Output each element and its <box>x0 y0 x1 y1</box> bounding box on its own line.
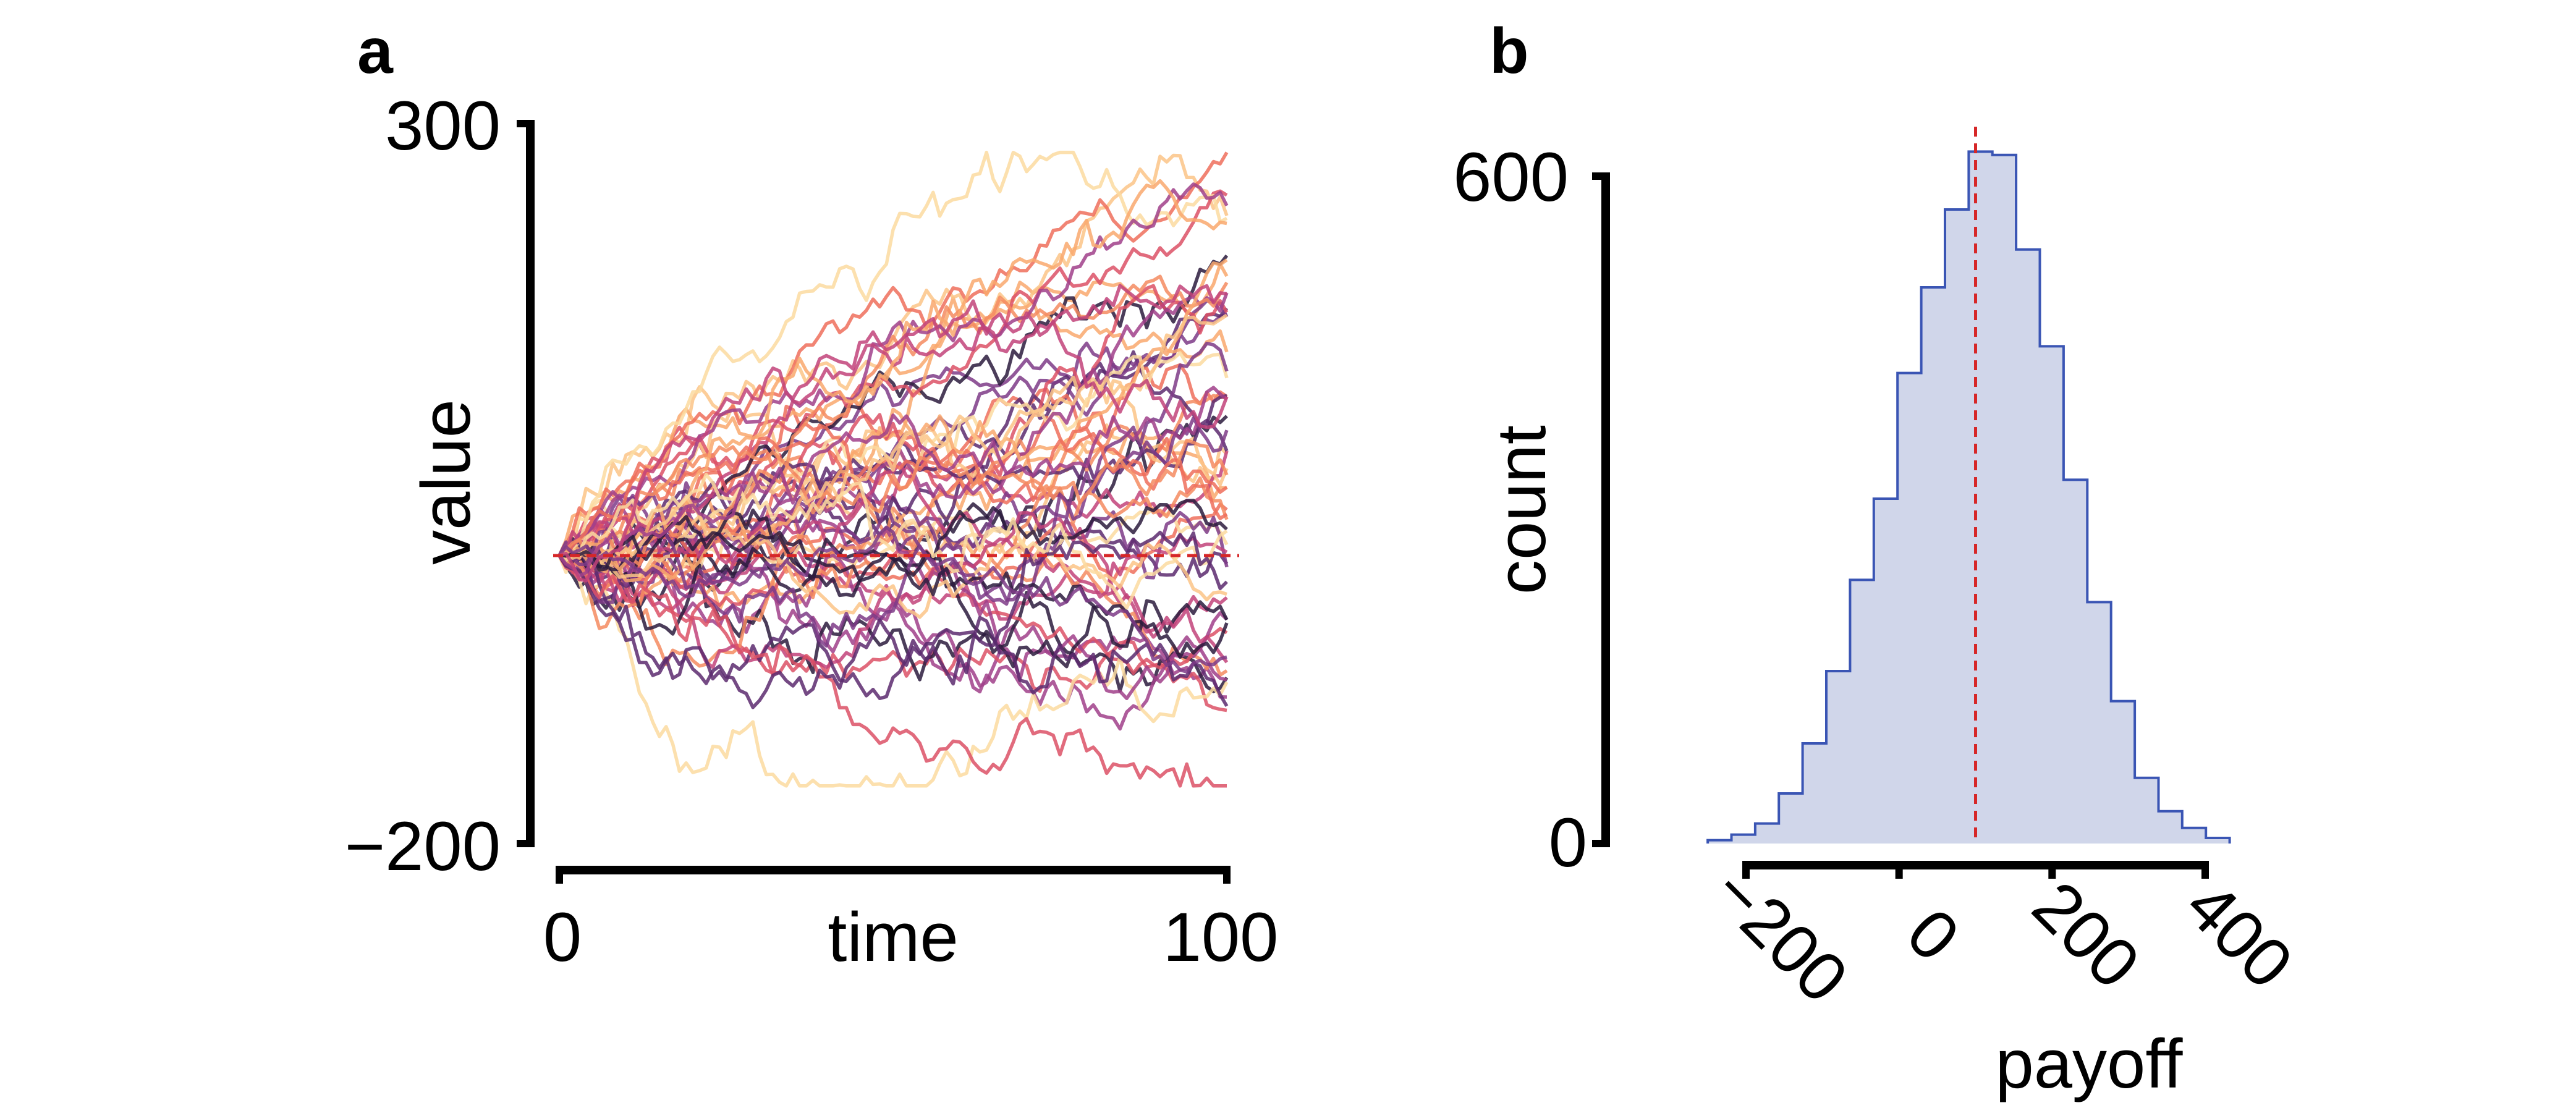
panel-b-bar-19 <box>2135 778 2158 844</box>
panel-b-x-tick-label-0: −200 <box>1698 852 1863 1017</box>
panel-b-bar-7 <box>1850 580 1873 844</box>
panel-a-y-tick-label-300: 300 <box>385 87 501 164</box>
panel-b-bar-13 <box>1993 155 2016 844</box>
panel-b-y-axis-title: count <box>1483 425 1560 594</box>
panel-b-bar-14 <box>2016 250 2040 844</box>
panel-a-y-axis-title: value <box>407 399 485 565</box>
panel-b-bar-5 <box>1803 743 1826 844</box>
panel-b-bar-11 <box>1945 209 1968 844</box>
panel-a-path-41 <box>558 274 1229 567</box>
panel-a-paths <box>557 150 1229 788</box>
panel-b-bar-4 <box>1779 793 1802 844</box>
panel-a-line-chart: a 300 −200 0 100 time value <box>345 15 1279 976</box>
panel-a-path-22 <box>558 549 1229 788</box>
panel-a-path-54 <box>558 313 1228 560</box>
panel-b-bar-9 <box>1897 373 1921 844</box>
panel-b-bar-22 <box>2206 838 2229 844</box>
panel-b-histogram-outline <box>1706 150 2231 844</box>
panel-b-bar-12 <box>1968 151 1992 844</box>
panel-b-label: b <box>1489 15 1529 87</box>
panel-a-y-tick-label-neg200: −200 <box>345 808 501 885</box>
panel-b-bar-8 <box>1874 499 1897 844</box>
panel-b-bar-15 <box>2040 346 2064 844</box>
panel-a-path-39 <box>559 189 1228 560</box>
panel-a-path-59 <box>557 386 1228 578</box>
panel-a-x-tick-label-0: 0 <box>543 899 582 976</box>
panel-b-x-ticks: −200 0 200 400 <box>1698 852 2308 1017</box>
panel-b-x-tick-label-2: 200 <box>2018 867 2154 1004</box>
panel-a-path-29 <box>558 415 1228 567</box>
panel-a-path-60 <box>559 299 1229 583</box>
panel-a-path-44 <box>557 150 1228 557</box>
panel-b-bar-21 <box>2182 828 2206 844</box>
panel-b-bar-17 <box>2087 602 2111 844</box>
panel-b-x-tick-label-1: 0 <box>1892 894 1974 976</box>
panel-b-bar-3 <box>1755 824 1779 844</box>
panel-a-path-46 <box>557 539 1229 707</box>
panel-a-path-50 <box>557 554 1227 788</box>
panel-b-bar-18 <box>2111 701 2135 844</box>
panel-b-bar-1 <box>1708 840 1731 844</box>
panel-a-label: a <box>357 15 394 87</box>
panel-a-x-tick-label-100: 100 <box>1163 899 1279 976</box>
panel-a-path-57 <box>557 530 1228 709</box>
panel-b-bar-6 <box>1826 671 1850 844</box>
panel-b-x-tick-label-3: 400 <box>2171 867 2308 1004</box>
panel-b-histogram: b −200 0 200 400 600 0 payoff count <box>1453 15 2307 1102</box>
panel-b-bar-20 <box>2159 811 2182 844</box>
panel-a-path-55 <box>558 473 1228 610</box>
panel-b-y-tick-label-0: 0 <box>1549 804 1587 881</box>
panel-b-x-axis-title: payoff <box>1995 1025 2183 1102</box>
panel-a-path-52 <box>558 438 1229 559</box>
panel-a-path-27 <box>558 533 1228 669</box>
panel-b-y-tick-label-600: 600 <box>1453 138 1569 216</box>
panel-b-bars <box>1708 151 2229 844</box>
panel-b-bar-10 <box>1921 287 1945 844</box>
panel-a-x-axis-title: time <box>828 899 959 976</box>
panel-b-bar-2 <box>1732 835 1755 844</box>
panel-b-bar-16 <box>2064 480 2087 844</box>
panel-a-path-20 <box>558 262 1229 564</box>
panel-a-path-58 <box>557 525 1227 674</box>
panel-a-path-34 <box>557 536 1229 669</box>
panel-a-path-8 <box>558 449 1228 677</box>
panel-a-path-47 <box>557 341 1229 648</box>
panel-b-histogram-fill <box>1708 151 2230 844</box>
